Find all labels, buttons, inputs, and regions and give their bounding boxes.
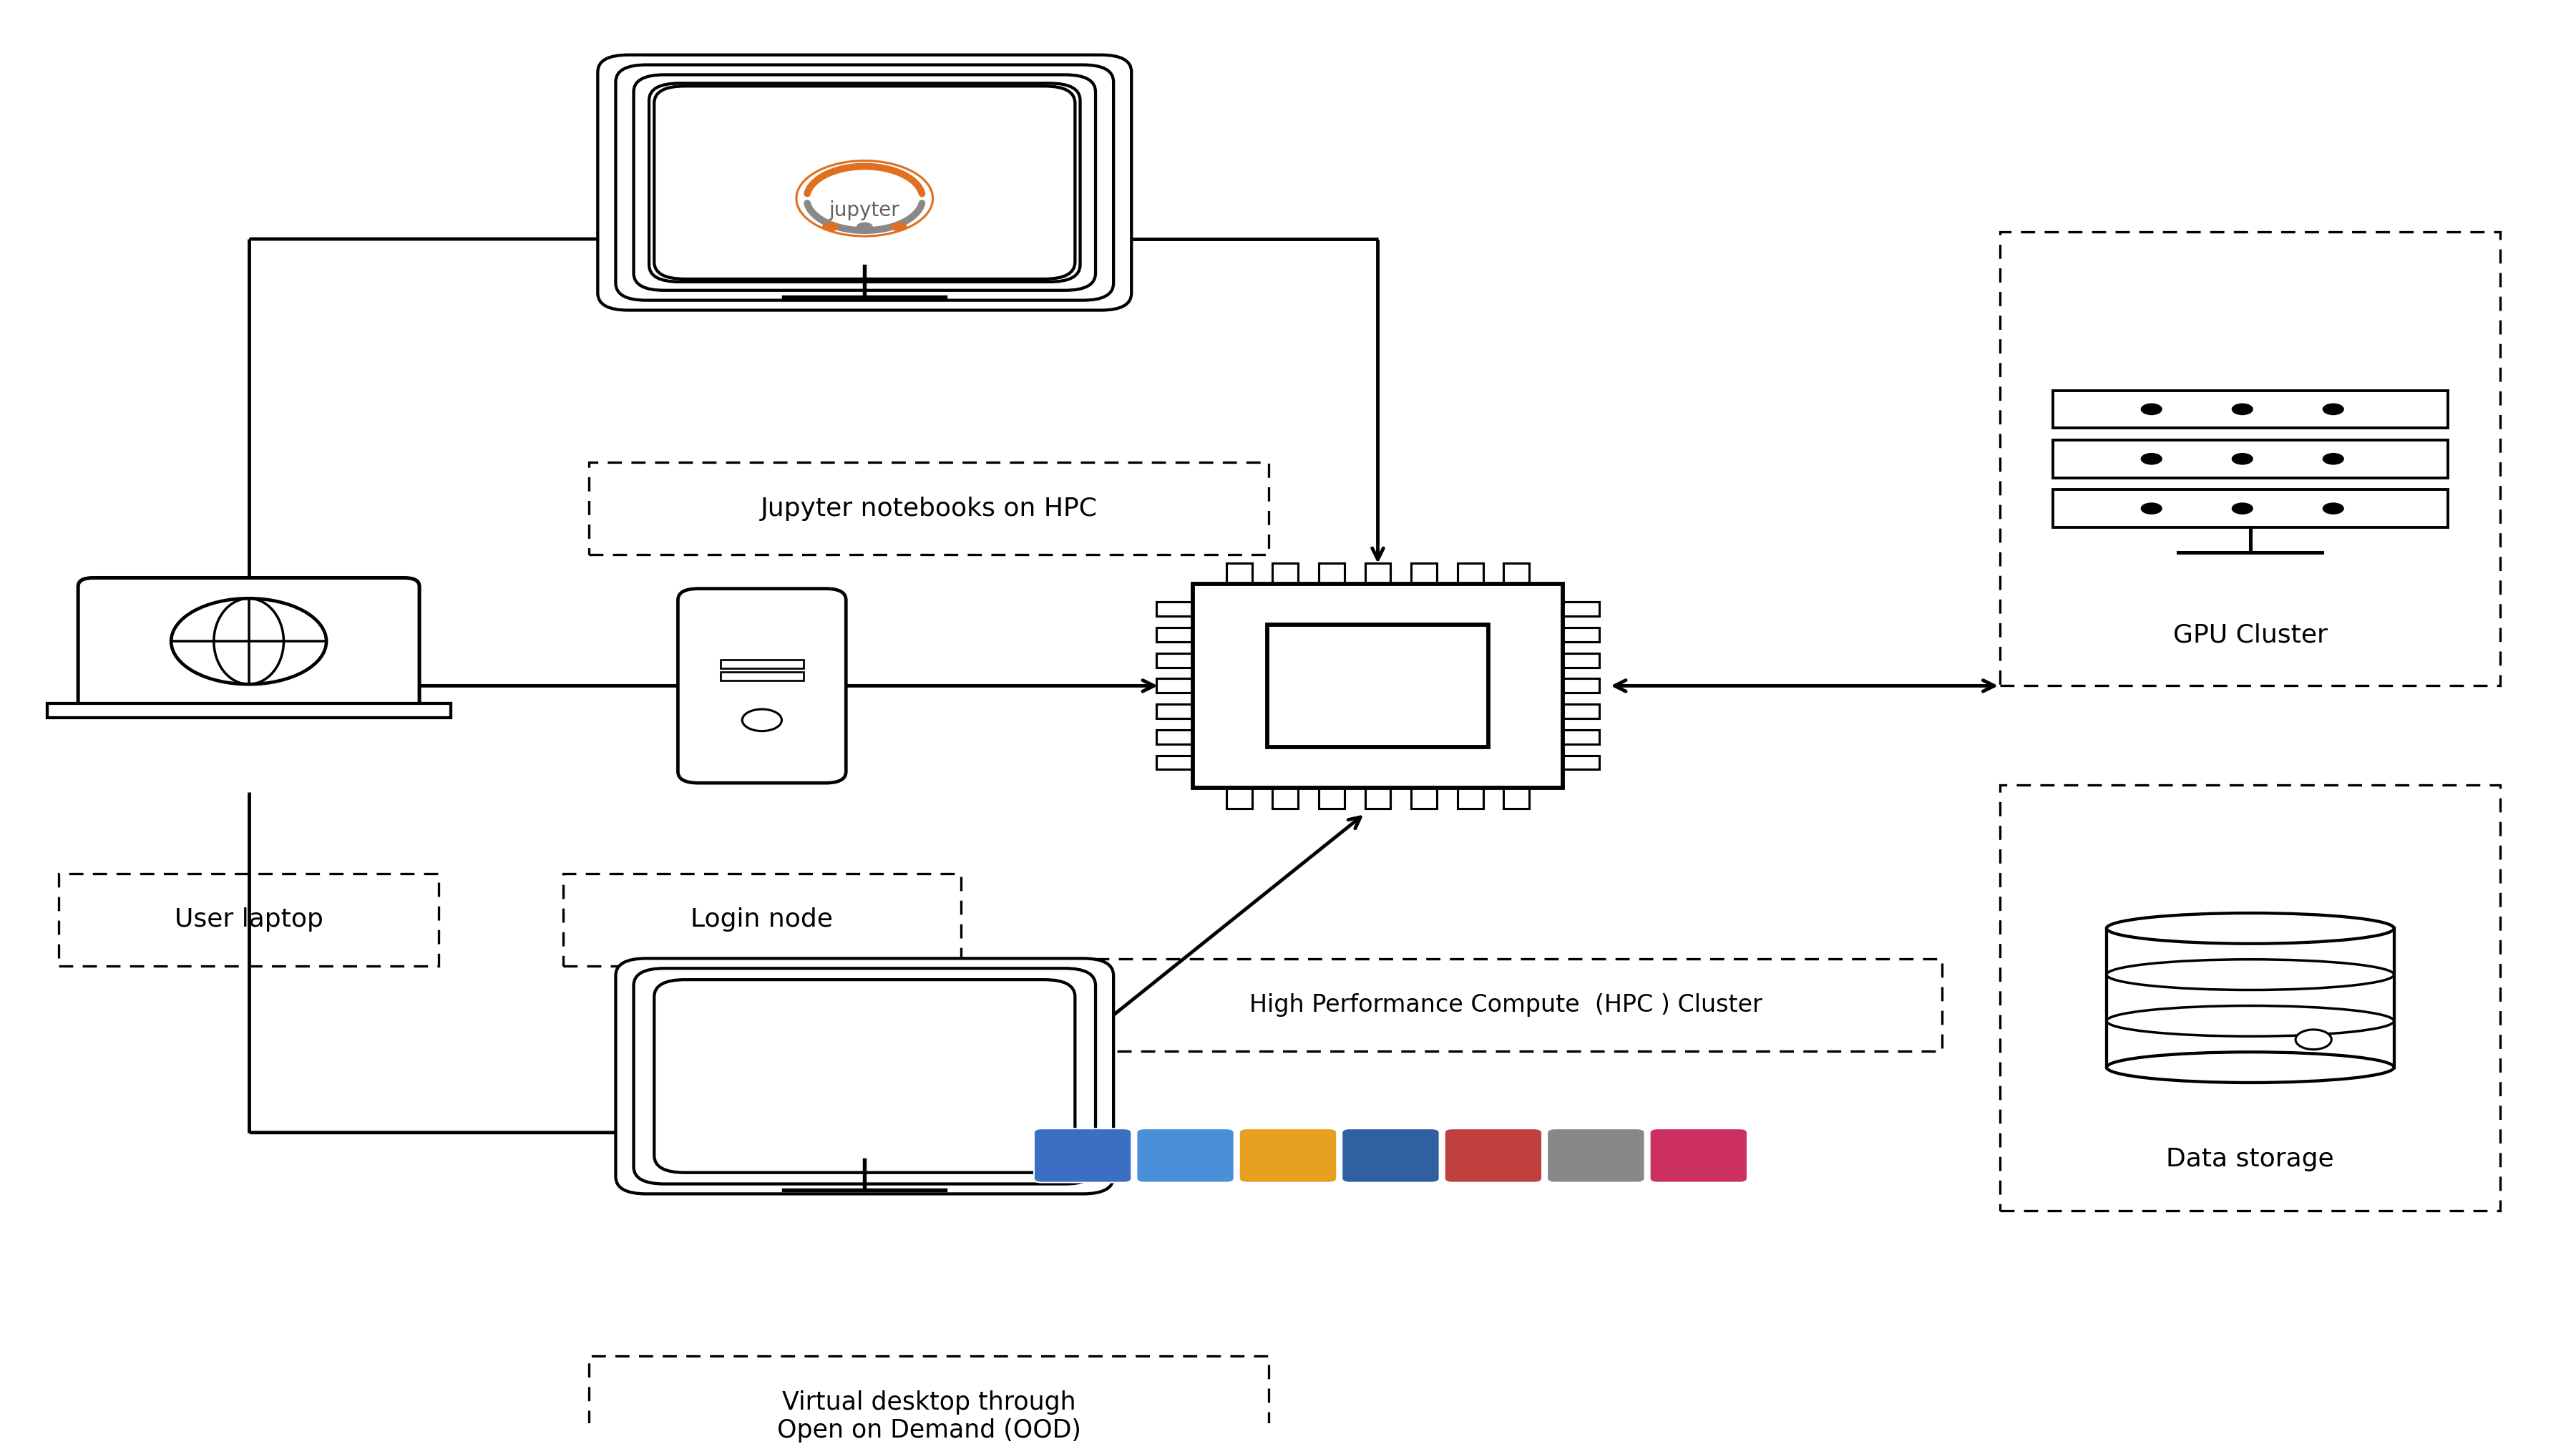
Bar — [1564, 678, 1600, 693]
FancyBboxPatch shape — [77, 578, 420, 711]
Circle shape — [822, 222, 840, 232]
Circle shape — [2324, 503, 2344, 514]
Bar — [721, 672, 804, 681]
Ellipse shape — [2107, 959, 2393, 990]
Bar — [1226, 564, 1252, 584]
Bar — [1267, 625, 1489, 748]
Bar — [1069, 959, 1942, 1051]
Bar — [46, 703, 451, 717]
FancyBboxPatch shape — [616, 958, 1113, 1194]
Bar — [1564, 704, 1600, 719]
FancyBboxPatch shape — [1033, 1129, 1131, 1182]
Bar — [1273, 788, 1298, 809]
Text: High Performance Compute  (HPC ) Cluster: High Performance Compute (HPC ) Cluster — [1249, 993, 1762, 1017]
FancyBboxPatch shape — [598, 55, 1131, 310]
Bar — [564, 874, 961, 966]
Bar — [2053, 440, 2447, 478]
FancyBboxPatch shape — [1649, 1129, 1747, 1182]
Bar — [1157, 627, 1193, 642]
FancyBboxPatch shape — [1548, 1129, 1643, 1182]
Circle shape — [796, 161, 933, 236]
Bar — [1157, 653, 1193, 668]
Circle shape — [2141, 403, 2161, 416]
Circle shape — [855, 222, 873, 232]
Text: User laptop: User laptop — [175, 907, 322, 932]
Circle shape — [170, 598, 327, 684]
FancyBboxPatch shape — [634, 75, 1095, 290]
Text: Virtual desktop through
Open on Demand (OOD): Virtual desktop through Open on Demand (… — [778, 1390, 1082, 1443]
Bar — [1999, 785, 2501, 1210]
Circle shape — [2231, 454, 2254, 465]
FancyBboxPatch shape — [677, 588, 845, 782]
Bar — [1157, 678, 1193, 693]
Bar — [1226, 788, 1252, 809]
Bar — [1157, 603, 1193, 616]
FancyBboxPatch shape — [1239, 1129, 1337, 1182]
Bar — [1273, 564, 1298, 584]
Bar — [721, 661, 804, 668]
Bar — [1504, 788, 1530, 809]
Text: GPU Cluster: GPU Cluster — [2174, 623, 2329, 646]
Bar — [1564, 627, 1600, 642]
Bar — [1193, 584, 1564, 788]
Bar — [1157, 755, 1193, 769]
Circle shape — [2141, 503, 2161, 514]
Circle shape — [2141, 454, 2161, 465]
Bar — [2053, 390, 2447, 427]
Bar — [2053, 490, 2447, 527]
Circle shape — [2231, 503, 2254, 514]
Bar — [1458, 788, 1484, 809]
Ellipse shape — [2107, 1052, 2393, 1082]
Bar — [59, 874, 438, 966]
Bar — [1319, 564, 1345, 584]
Ellipse shape — [2107, 1006, 2393, 1036]
Text: Data storage: Data storage — [2166, 1148, 2334, 1172]
Bar — [1412, 788, 1437, 809]
Bar — [1157, 704, 1193, 719]
Circle shape — [2231, 403, 2254, 416]
FancyBboxPatch shape — [1136, 1129, 1234, 1182]
Text: jupyter: jupyter — [829, 200, 899, 220]
Bar — [1564, 755, 1600, 769]
FancyBboxPatch shape — [654, 980, 1074, 1172]
Circle shape — [2324, 454, 2344, 465]
Bar — [1365, 564, 1391, 584]
Bar — [1319, 788, 1345, 809]
Text: Jupyter notebooks on HPC: Jupyter notebooks on HPC — [760, 497, 1097, 520]
FancyBboxPatch shape — [649, 83, 1079, 283]
Bar — [1564, 653, 1600, 668]
Circle shape — [891, 222, 907, 232]
Circle shape — [742, 709, 781, 732]
Bar — [1458, 564, 1484, 584]
Text: Login node: Login node — [690, 907, 832, 932]
Bar — [1157, 730, 1193, 743]
Bar — [1412, 564, 1437, 584]
Circle shape — [2295, 1030, 2331, 1049]
Bar — [1564, 603, 1600, 616]
FancyBboxPatch shape — [654, 85, 1074, 280]
FancyBboxPatch shape — [634, 968, 1095, 1184]
Bar — [1504, 564, 1530, 584]
Bar — [1365, 788, 1391, 809]
Bar — [1999, 232, 2501, 685]
Circle shape — [2324, 403, 2344, 416]
Ellipse shape — [2107, 913, 2393, 943]
Bar — [590, 1356, 1270, 1449]
FancyBboxPatch shape — [616, 65, 1113, 300]
Bar — [590, 462, 1270, 555]
Bar — [1564, 730, 1600, 743]
FancyBboxPatch shape — [1445, 1129, 1543, 1182]
FancyBboxPatch shape — [1342, 1129, 1440, 1182]
